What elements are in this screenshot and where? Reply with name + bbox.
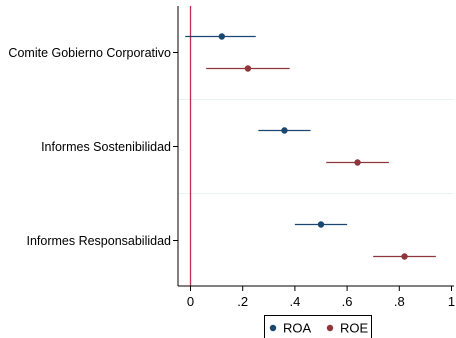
series-marks	[185, 33, 436, 260]
legend-marker-roe	[326, 324, 334, 332]
x-tick-label: .4	[289, 294, 300, 309]
point-roa-2	[317, 221, 325, 228]
point-roe-0	[244, 65, 252, 72]
y-tick-label: Comite Gobierno Corporativo	[8, 46, 171, 60]
legend-label-roe: ROE	[340, 321, 369, 336]
point-roe-1	[354, 159, 361, 166]
point-roa-1	[281, 127, 288, 134]
axes: 0 .2 .4 .6 .8 1 Comite Gobierno Corporativo Inf…	[8, 6, 455, 309]
y-tick-label: Informes Sostenibilidad	[41, 140, 171, 154]
x-tick-label: .8	[394, 294, 405, 309]
grid-lines	[178, 99, 454, 194]
legend-box	[264, 315, 372, 338]
x-tick-label: .6	[342, 294, 353, 309]
legend-label-roa: ROA	[283, 321, 312, 336]
x-tick-label: 0	[187, 294, 194, 309]
point-roa-0	[218, 33, 226, 40]
x-tick-label: .2	[237, 294, 248, 309]
legend-marker-roa	[269, 324, 277, 332]
y-tick-label: Informes Responsabilidad	[26, 234, 171, 248]
x-tick-label: 1	[448, 294, 455, 309]
legend: ROA ROE	[264, 315, 372, 338]
point-roe-2	[401, 253, 408, 260]
